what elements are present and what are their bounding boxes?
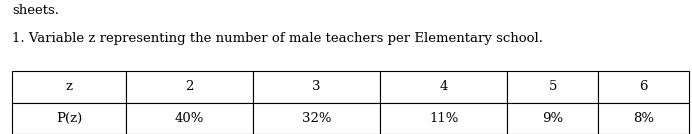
Text: sheets.: sheets. xyxy=(12,4,60,17)
Text: 1. Variable z representing the number of male teachers per Elementary school.: 1. Variable z representing the number of… xyxy=(12,32,543,45)
